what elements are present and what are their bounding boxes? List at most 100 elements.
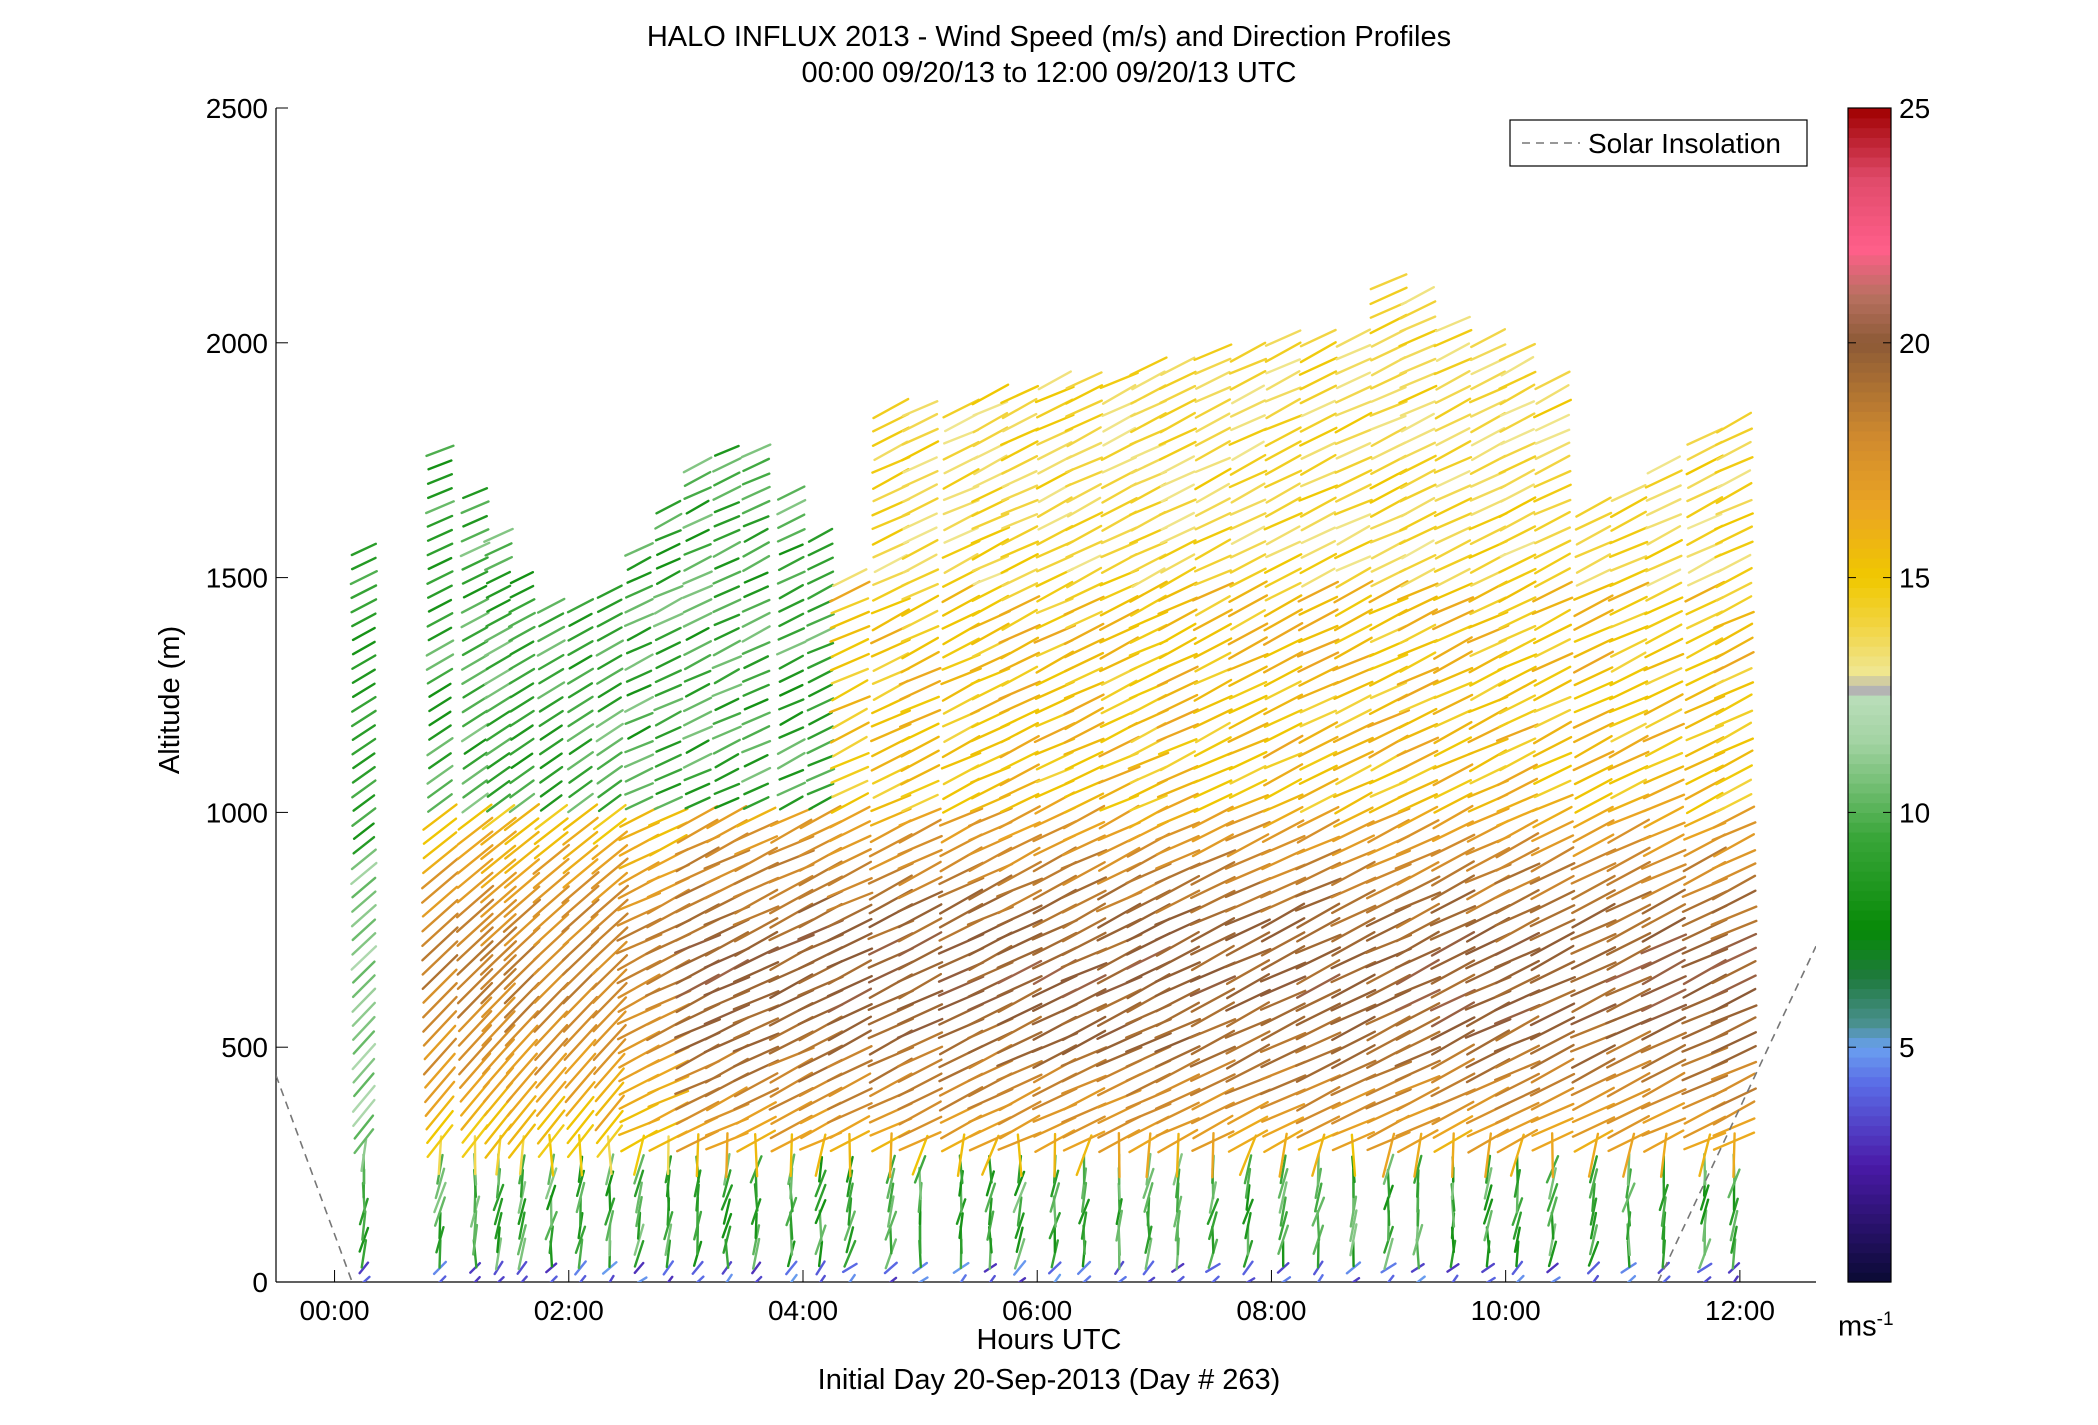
wind-vector (1330, 1030, 1377, 1055)
wind-vector (351, 626, 376, 642)
wind-vector (1082, 1275, 1092, 1282)
wind-vector (733, 961, 780, 984)
wind-vector (1710, 1004, 1758, 1025)
wind-vector (1242, 1260, 1254, 1276)
wind-vector (509, 682, 535, 699)
wind-vector (1193, 793, 1233, 813)
wind-vector (1430, 889, 1476, 914)
wind-vector (536, 1109, 566, 1145)
wind-vector (1430, 860, 1475, 887)
wind-vector (712, 485, 742, 501)
wind-vector (1532, 735, 1573, 758)
wind-vector (901, 594, 940, 617)
wind-vector (427, 626, 453, 642)
wind-vector (1530, 1043, 1575, 1070)
wind-vector (1433, 497, 1473, 518)
wind-vector (1000, 440, 1039, 462)
wind-vector (901, 582, 939, 601)
wind-vector (438, 1275, 447, 1282)
wind-vector (532, 926, 570, 962)
wind-vector (1365, 863, 1412, 884)
wind-vector (597, 793, 622, 813)
wind-vector (713, 528, 741, 542)
wind-vector (1335, 694, 1372, 715)
colorbar-segment (1848, 1056, 1891, 1068)
wind-vector (1227, 622, 1269, 646)
wind-vector (1534, 552, 1571, 575)
wind-vector (1465, 846, 1511, 872)
wind-vector (350, 904, 377, 928)
wind-vector (1530, 874, 1575, 901)
wind-vector (1331, 931, 1376, 957)
wind-vector (562, 995, 599, 1033)
wind-vector (872, 652, 910, 673)
wind-vector (619, 806, 659, 828)
colorbar-segment (1848, 792, 1891, 804)
wind-vector (897, 848, 943, 870)
wind-vector (1399, 623, 1437, 645)
wind-vector (1641, 1117, 1687, 1137)
wind-vector (358, 1261, 370, 1275)
wind-vector (1331, 973, 1376, 999)
wind-vector (461, 626, 489, 642)
wind-vector (424, 1080, 456, 1118)
x-tick-label: 02:00 (534, 1295, 604, 1326)
wind-vector (743, 527, 769, 543)
y-tick-label: 0 (252, 1267, 268, 1298)
wind-vector (1715, 566, 1753, 589)
wind-vector (1715, 525, 1754, 546)
wind-vector (1396, 582, 1439, 601)
wind-vector (886, 1195, 895, 1228)
wind-vector (485, 654, 512, 671)
wind-vector (1711, 1087, 1757, 1111)
wind-vector (1129, 794, 1168, 812)
wind-vector (1001, 665, 1039, 687)
wind-vector (533, 968, 569, 1004)
wind-vector (899, 679, 941, 701)
wind-vector (1495, 1015, 1540, 1042)
wind-vector (1433, 709, 1472, 728)
wind-vector (1155, 1073, 1201, 1097)
wind-vector (1644, 538, 1683, 560)
wind-vector (1645, 623, 1683, 645)
wind-vector (1316, 1210, 1321, 1242)
wind-vector (1534, 441, 1571, 461)
wind-vector (428, 724, 452, 741)
colorbar-segment (1848, 1027, 1891, 1039)
wind-vector (353, 1128, 375, 1155)
wind-vector (970, 526, 1011, 545)
wind-vector (1572, 708, 1615, 729)
wind-vector (1194, 357, 1232, 375)
wind-vector (1281, 1276, 1292, 1282)
wind-vector (422, 817, 458, 845)
wind-vector (1715, 693, 1753, 716)
wind-vector (1702, 1209, 1708, 1242)
wind-vector (1036, 496, 1073, 518)
wind-vector (1175, 1168, 1181, 1199)
colorbar-segment (1848, 509, 1891, 520)
wind-vector (1263, 752, 1303, 770)
wind-vector (1016, 1196, 1023, 1227)
wind-vector (831, 679, 869, 702)
wind-vector (741, 499, 771, 515)
wind-vector (1550, 1276, 1561, 1282)
wind-vector (538, 667, 565, 685)
wind-vector (561, 926, 600, 962)
wind-vector (1193, 622, 1232, 646)
wind-vector (655, 782, 682, 796)
wind-vector (814, 1183, 827, 1212)
wind-vector (1000, 498, 1039, 516)
wind-vector (902, 512, 938, 531)
wind-vector (421, 898, 459, 933)
wind-vector (422, 844, 458, 875)
wind-vector (682, 584, 714, 599)
wind-vector (1193, 736, 1232, 758)
wind-vector (1095, 1046, 1143, 1068)
wind-vector (1228, 778, 1268, 799)
wind-vector (1681, 947, 1729, 969)
wind-vector (1227, 793, 1270, 813)
wind-vector (872, 569, 910, 587)
wind-vector (592, 817, 627, 845)
wind-vector (1063, 681, 1105, 700)
wind-vector (872, 397, 910, 420)
